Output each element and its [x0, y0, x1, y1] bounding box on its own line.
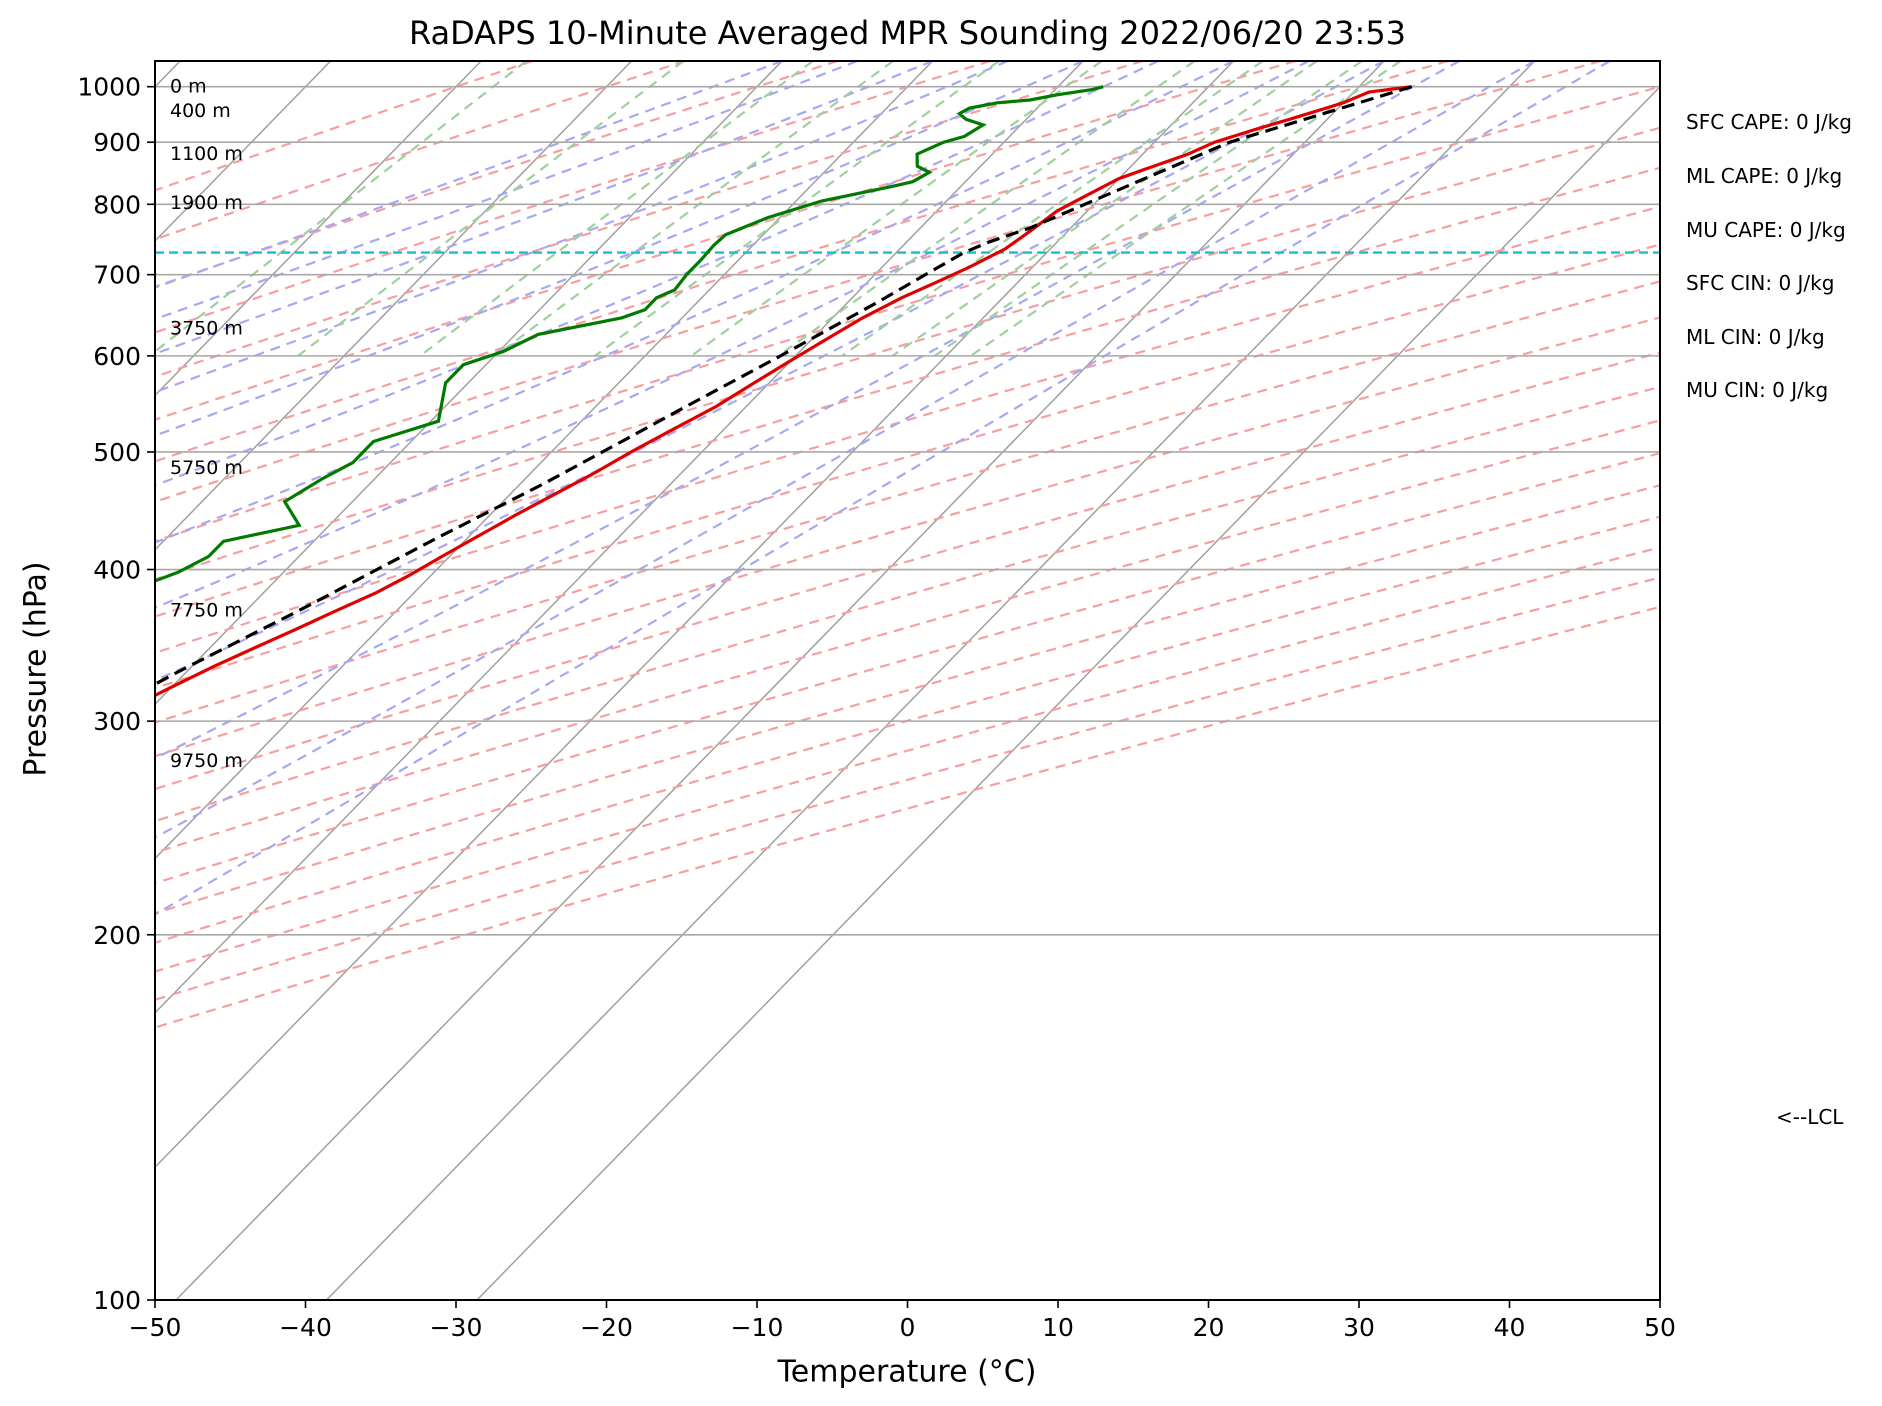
- dry-adiabat-line: [155, 351, 1660, 791]
- mixing-ratio-line: [690, 61, 1103, 357]
- x-tick-label: −10: [731, 1313, 784, 1342]
- isotherm-line: [325, 61, 1536, 1300]
- mixing-ratio-line: [419, 61, 814, 357]
- dewpoint-profile-line: [155, 85, 1104, 583]
- moist-adiabat-line: [155, 61, 1536, 839]
- moist-adiabat-line: [155, 61, 934, 355]
- mixing-ratio-line: [297, 61, 685, 357]
- ml-cape-label: ML CAPE: 0 J/kg: [1686, 164, 1843, 188]
- moist-adiabat-line: [155, 61, 1611, 916]
- dry-adiabat-line: [155, 61, 991, 334]
- profile-lines: [155, 85, 1413, 698]
- isotherm-line: [155, 61, 633, 551]
- dry-adiabat-line: [155, 61, 1449, 463]
- parcel-profile-line: [155, 85, 1413, 686]
- moist-adiabat-line: [155, 61, 1460, 760]
- lcl-label: <--LCL: [1776, 1105, 1844, 1129]
- moist-adiabat-line: [155, 61, 1009, 394]
- dry-adiabat-line: [155, 280, 1660, 724]
- dry-adiabat-line: [155, 452, 1660, 885]
- dry-adiabat-line: [155, 484, 1660, 915]
- y-tick-label: 700: [93, 261, 141, 290]
- y-tick-label: 100: [93, 1286, 141, 1315]
- dry-adiabat-line: [155, 85, 1660, 543]
- moist-adiabat-line: [155, 61, 1385, 682]
- height-label: 3750 m: [170, 317, 243, 339]
- dry-adiabat-line: [155, 61, 1296, 421]
- height-label: 1100 m: [170, 143, 243, 165]
- x-axis: −50 −40 −30 −20 −10 0 10 20 30 40 50: [129, 1300, 1676, 1342]
- height-label: 400 m: [170, 100, 231, 122]
- mixing-ratio-line: [594, 61, 1000, 357]
- y-axis-label: Pressure (hPa): [18, 561, 54, 777]
- isotherm-line: [155, 61, 1084, 1014]
- dry-adiabat-line: [155, 61, 1601, 503]
- y-tick-label: 600: [93, 342, 141, 371]
- y-tick-label: 900: [93, 128, 141, 157]
- dry-adiabat-line: [155, 126, 1660, 581]
- y-tick-label: 400: [93, 556, 141, 585]
- moist-adiabat-line: [155, 61, 783, 289]
- x-tick-label: −40: [279, 1313, 332, 1342]
- mu-cape-label: MU CAPE: 0 J/kg: [1686, 218, 1846, 242]
- y-tick-label: 300: [93, 707, 141, 736]
- moist-adiabat-line: [155, 61, 1084, 437]
- height-label: 1900 m: [170, 192, 243, 214]
- x-tick-label: 40: [1494, 1313, 1526, 1342]
- dry-adiabat-line: [155, 419, 1660, 854]
- x-tick-label: 10: [1042, 1313, 1074, 1342]
- y-tick-label: 200: [93, 921, 141, 950]
- dry-adiabat-line: [155, 61, 686, 241]
- isotherm-line: [476, 85, 1660, 1300]
- chart-title: RaDAPS 10-Minute Averaged MPR Sounding 2…: [408, 14, 1407, 52]
- isotherm-line: [175, 61, 1385, 1300]
- x-tick-label: 0: [900, 1313, 916, 1342]
- moist-adiabat-line: [155, 61, 1235, 544]
- x-tick-label: −50: [129, 1313, 182, 1342]
- height-label: 0 m: [170, 76, 207, 98]
- isotherm-line: [155, 61, 783, 706]
- x-tick-label: 50: [1644, 1313, 1676, 1342]
- x-tick-label: 30: [1343, 1313, 1375, 1342]
- moist-adiabat-line: [155, 61, 1310, 609]
- mu-cin-label: MU CIN: 0 J/kg: [1686, 378, 1829, 402]
- mixing-ratio-line: [777, 61, 1196, 357]
- isotherm-line: [155, 61, 482, 397]
- y-tick-label: 500: [93, 438, 141, 467]
- mixing-ratio-line: [970, 61, 1402, 357]
- mixing-ratio-line: [494, 61, 894, 357]
- sfc-cape-label: SFC CAPE: 0 J/kg: [1686, 110, 1852, 134]
- y-tick-label: 800: [93, 190, 141, 219]
- background-lines: [155, 61, 1660, 1300]
- dry-adiabat-line: [155, 61, 1144, 378]
- x-axis-label: Temperature (°C): [777, 1354, 1037, 1390]
- x-tick-label: −20: [580, 1313, 633, 1342]
- moist-adiabat-line: [155, 61, 1159, 487]
- mixing-ratio-line: [891, 61, 1318, 357]
- moist-adiabat-line: [155, 61, 858, 321]
- dry-adiabat-line: [155, 243, 1660, 690]
- height-label: 7750 m: [170, 600, 243, 622]
- dry-adiabat-line: [155, 166, 1660, 618]
- y-axis: 1000 900 800 700 600 500 400 300 200 100: [77, 73, 155, 1315]
- ml-cin-label: ML CIN: 0 J/kg: [1686, 325, 1825, 349]
- plot-frame: [154, 60, 1661, 1301]
- height-label: 5750 m: [170, 457, 243, 479]
- x-tick-label: 20: [1193, 1313, 1225, 1342]
- y-tick-label: 1000: [77, 73, 141, 102]
- mixing-ratio-line: [841, 61, 1264, 357]
- height-label: 9750 m: [170, 750, 243, 772]
- mixing-ratio-line: [155, 61, 527, 353]
- isotherm-line: [155, 61, 934, 860]
- sfc-cin-label: SFC CIN: 0 J/kg: [1686, 271, 1835, 295]
- x-tick-label: −30: [430, 1313, 483, 1342]
- dry-adiabat-line: [155, 515, 1660, 944]
- mixing-ratio-line: [933, 61, 1363, 357]
- temperature-profile-line: [155, 85, 1412, 698]
